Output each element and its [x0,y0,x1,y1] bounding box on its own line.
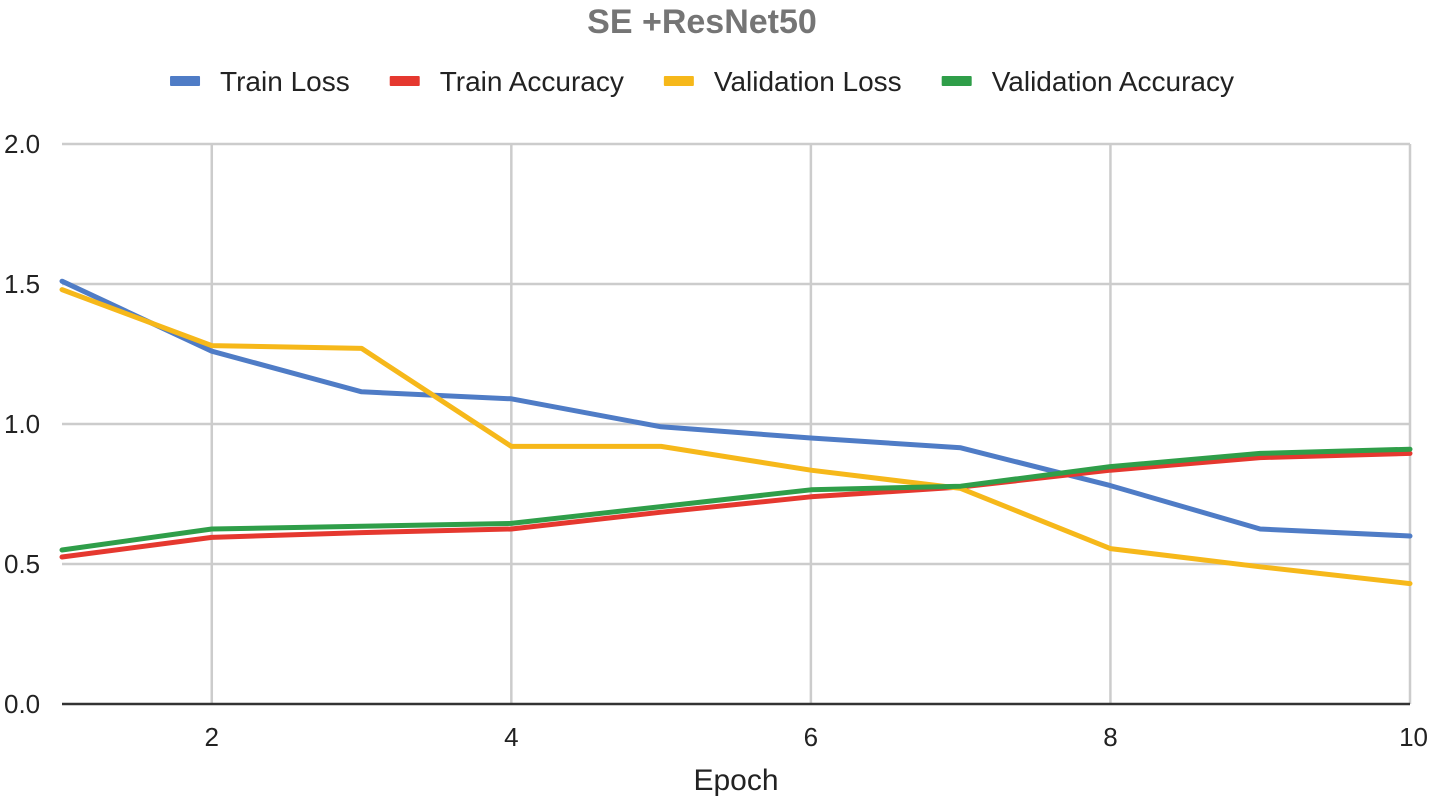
legend-label-train-loss: Train Loss [220,66,350,97]
legend-label-validation-loss: Validation Loss [714,66,902,97]
x-tick-label: 2 [205,722,219,752]
x-tick-label: 4 [504,722,518,752]
y-tick-label: 0.0 [4,689,40,719]
chart-series [59,278,1413,587]
y-tick-label: 2.0 [4,129,40,159]
series-line-validation-accuracy [59,446,1413,553]
chart-title: SE +ResNet50 [587,3,817,41]
y-tick-label: 0.5 [4,549,40,579]
x-tick-label: 10 [1399,722,1428,752]
chart-legend: Train Loss Train Accuracy Validation Loss V… [170,66,1234,97]
chart-gridlines [62,142,1412,706]
x-tick-label: 6 [804,722,818,752]
legend-swatch-validation-loss [663,76,694,86]
series-line-train-accuracy [59,450,1413,560]
chart-ticks: 0.0 0.5 1.0 1.5 2.0 2 4 6 8 10 [4,129,1428,752]
legend-swatch-train-accuracy [389,76,420,86]
series-line-validation-loss [59,287,1413,587]
x-axis-title: Epoch [693,764,778,797]
legend-swatch-validation-accuracy [941,76,972,86]
y-tick-label: 1.5 [4,269,40,299]
y-tick-label: 1.0 [4,409,40,439]
series-line-train-loss [59,278,1413,539]
legend-label-validation-accuracy: Validation Accuracy [992,66,1234,97]
legend-swatch-train-loss [170,76,201,86]
legend-label-train-accuracy: Train Accuracy [440,66,624,97]
x-tick-label: 8 [1103,722,1117,752]
